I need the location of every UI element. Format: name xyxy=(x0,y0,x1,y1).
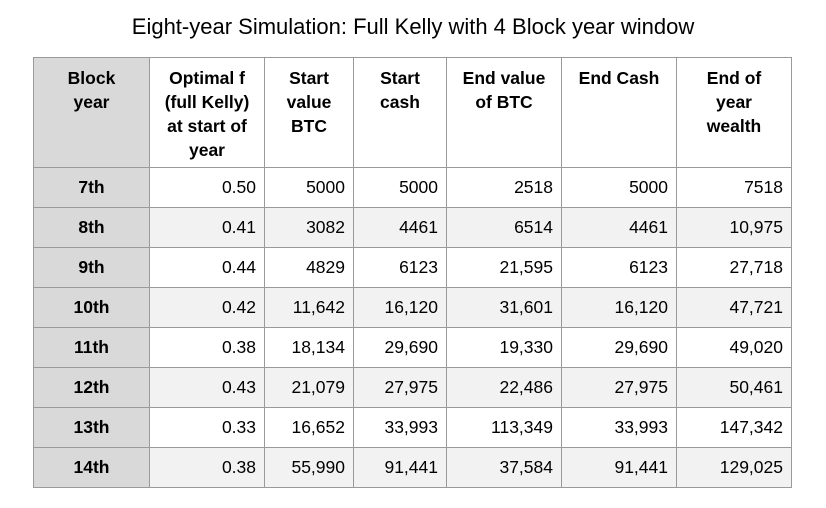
column-header-end-value-btc: End value of BTC xyxy=(446,57,562,168)
cell-start-value-btc: 11,642 xyxy=(264,287,354,328)
cell-optimal-f: 0.44 xyxy=(149,247,265,288)
cell-end-wealth: 7518 xyxy=(676,167,792,208)
cell-end-value-btc: 2518 xyxy=(446,167,562,208)
cell-end-value-btc: 37,584 xyxy=(446,447,562,488)
table-row: 8th 0.41 3082 4461 6514 4461 10,975 xyxy=(33,207,792,248)
table-row: 11th 0.38 18,134 29,690 19,330 29,690 49… xyxy=(33,327,792,368)
row-label: 10th xyxy=(33,287,150,328)
cell-optimal-f: 0.43 xyxy=(149,367,265,408)
cell-start-cash: 91,441 xyxy=(353,447,447,488)
cell-end-wealth: 47,721 xyxy=(676,287,792,328)
cell-end-cash: 5000 xyxy=(561,167,677,208)
row-label: 12th xyxy=(33,367,150,408)
row-label: 9th xyxy=(33,247,150,288)
cell-start-cash: 29,690 xyxy=(353,327,447,368)
cell-end-value-btc: 22,486 xyxy=(446,367,562,408)
cell-end-wealth: 10,975 xyxy=(676,207,792,248)
cell-end-cash: 6123 xyxy=(561,247,677,288)
cell-start-value-btc: 55,990 xyxy=(264,447,354,488)
cell-start-cash: 4461 xyxy=(353,207,447,248)
column-header-block-year: Block year xyxy=(33,57,150,168)
cell-end-wealth: 147,342 xyxy=(676,407,792,448)
row-label: 14th xyxy=(33,447,150,488)
cell-end-cash: 16,120 xyxy=(561,287,677,328)
cell-start-value-btc: 18,134 xyxy=(264,327,354,368)
table-row: 14th 0.38 55,990 91,441 37,584 91,441 12… xyxy=(33,447,792,488)
cell-end-cash: 29,690 xyxy=(561,327,677,368)
cell-optimal-f: 0.42 xyxy=(149,287,265,328)
cell-end-value-btc: 21,595 xyxy=(446,247,562,288)
cell-end-value-btc: 19,330 xyxy=(446,327,562,368)
cell-optimal-f: 0.33 xyxy=(149,407,265,448)
cell-optimal-f: 0.38 xyxy=(149,447,265,488)
cell-end-cash: 33,993 xyxy=(561,407,677,448)
cell-end-cash: 4461 xyxy=(561,207,677,248)
table-row: 13th 0.33 16,652 33,993 113,349 33,993 1… xyxy=(33,407,792,448)
row-label: 8th xyxy=(33,207,150,248)
cell-start-cash: 16,120 xyxy=(353,287,447,328)
row-label: 7th xyxy=(33,167,150,208)
column-header-start-cash: Start cash xyxy=(353,57,447,168)
cell-start-value-btc: 16,652 xyxy=(264,407,354,448)
cell-end-wealth: 49,020 xyxy=(676,327,792,368)
header-row: Block year Optimal f (full Kelly) at sta… xyxy=(33,57,792,168)
cell-start-cash: 33,993 xyxy=(353,407,447,448)
cell-start-value-btc: 4829 xyxy=(264,247,354,288)
cell-end-value-btc: 113,349 xyxy=(446,407,562,448)
column-header-end-cash: End Cash xyxy=(561,57,677,168)
row-label: 13th xyxy=(33,407,150,448)
cell-end-value-btc: 31,601 xyxy=(446,287,562,328)
table-title: Eight-year Simulation: Full Kelly with 4… xyxy=(131,14,695,39)
cell-end-wealth: 50,461 xyxy=(676,367,792,408)
cell-start-cash: 6123 xyxy=(353,247,447,288)
table-row: 7th 0.50 5000 5000 2518 5000 7518 xyxy=(33,167,792,208)
cell-end-value-btc: 6514 xyxy=(446,207,562,248)
cell-start-value-btc: 21,079 xyxy=(264,367,354,408)
table-row: 12th 0.43 21,079 27,975 22,486 27,975 50… xyxy=(33,367,792,408)
cell-end-wealth: 129,025 xyxy=(676,447,792,488)
simulation-table: Block year Optimal f (full Kelly) at sta… xyxy=(33,57,792,488)
cell-end-cash: 91,441 xyxy=(561,447,677,488)
cell-optimal-f: 0.41 xyxy=(149,207,265,248)
row-label: 11th xyxy=(33,327,150,368)
cell-end-cash: 27,975 xyxy=(561,367,677,408)
cell-start-cash: 27,975 xyxy=(353,367,447,408)
table-row: 9th 0.44 4829 6123 21,595 6123 27,718 xyxy=(33,247,792,288)
column-header-end-wealth: End of year wealth xyxy=(676,57,792,168)
cell-start-cash: 5000 xyxy=(353,167,447,208)
cell-optimal-f: 0.50 xyxy=(149,167,265,208)
cell-optimal-f: 0.38 xyxy=(149,327,265,368)
cell-start-value-btc: 5000 xyxy=(264,167,354,208)
cell-start-value-btc: 3082 xyxy=(264,207,354,248)
cell-end-wealth: 27,718 xyxy=(676,247,792,288)
column-header-optimal-f: Optimal f (full Kelly) at start of year xyxy=(149,57,265,168)
table-row: 10th 0.42 11,642 16,120 31,601 16,120 47… xyxy=(33,287,792,328)
column-header-start-value-btc: Start value BTC xyxy=(264,57,354,168)
